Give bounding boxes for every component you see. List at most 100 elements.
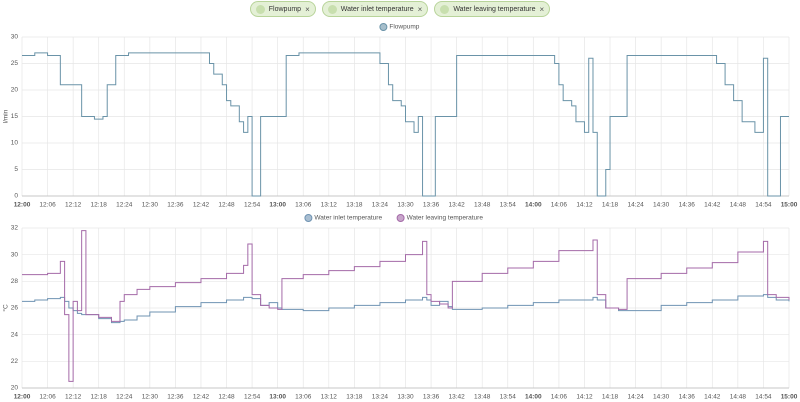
entity-chips: Flowpump × Water inlet temperature × Water… — [0, 1, 800, 17]
x-tick-label: 13:48 — [474, 394, 491, 401]
chip-remove[interactable]: × — [305, 4, 310, 14]
legend-swatch — [379, 23, 388, 31]
x-tick-label: 14:42 — [704, 394, 721, 401]
x-tick-label: 13:30 — [397, 202, 414, 209]
legend-label: Flowpump — [389, 24, 419, 31]
x-tick-label: 13:00 — [269, 202, 286, 209]
x-tick-label: 14:24 — [627, 394, 644, 401]
x-tick-label: 14:00 — [525, 202, 542, 209]
x-tick-label: 12:18 — [91, 394, 108, 401]
chip[interactable]: Water inlet temperature × — [321, 1, 429, 17]
chip-remove[interactable]: × — [539, 4, 545, 14]
y-tick-label: 15 — [11, 113, 19, 120]
y-tick-label: 26 — [11, 305, 19, 312]
x-tick-label: 14:54 — [755, 202, 772, 209]
y-axis-label: °C — [2, 304, 10, 312]
x-tick-label: 13:06 — [295, 202, 312, 209]
legend-swatch — [304, 214, 313, 222]
chip-label: Flowpump — [268, 5, 302, 13]
legend-label: Water leaving temperature — [407, 215, 484, 222]
x-tick-label: 12:48 — [218, 202, 235, 209]
x-tick-label: 14:42 — [704, 202, 721, 209]
x-tick-label: 15:00 — [781, 394, 798, 401]
y-tick-label: 28 — [11, 278, 19, 285]
x-tick-label: 12:12 — [65, 202, 82, 209]
x-tick-label: 14:12 — [576, 202, 593, 209]
x-tick-label: 12:30 — [142, 202, 159, 209]
x-tick-label: 13:18 — [346, 202, 363, 209]
y-axis-label: l/min — [3, 109, 10, 123]
x-tick-label: 12:18 — [91, 202, 108, 209]
y-tick-label: 30 — [11, 251, 19, 258]
x-tick-label: 15:00 — [781, 202, 798, 209]
x-tick-label: 12:30 — [142, 394, 159, 401]
y-tick-label: 20 — [11, 87, 19, 94]
x-tick-label: 13:54 — [500, 202, 517, 209]
x-tick-label: 12:48 — [218, 394, 235, 401]
x-tick-label: 12:12 — [65, 394, 82, 401]
y-tick-label: 25 — [11, 60, 19, 67]
chip[interactable]: Water leaving temperature × — [434, 1, 551, 17]
x-tick-label: 12:36 — [167, 394, 184, 401]
x-tick-label: 12:42 — [193, 202, 210, 209]
x-tick-label: 12:06 — [39, 394, 56, 401]
chip[interactable]: Flowpump × — [249, 1, 316, 17]
x-tick-label: 13:00 — [269, 394, 286, 401]
y-tick-label: 32 — [11, 225, 19, 232]
chip-label: Water inlet temperature — [340, 5, 414, 13]
x-tick-label: 12:54 — [244, 394, 261, 401]
x-tick-label: 12:00 — [14, 394, 31, 401]
x-tick-label: 13:48 — [474, 202, 491, 209]
x-tick-label: 12:36 — [167, 202, 184, 209]
chip-remove[interactable]: × — [417, 4, 423, 14]
x-tick-label: 13:36 — [423, 202, 440, 209]
chip-label: Water leaving temperature — [453, 5, 536, 13]
x-tick-label: 13:36 — [423, 394, 440, 401]
y-tick-label: 5 — [14, 166, 18, 173]
x-tick-label: 13:24 — [372, 394, 389, 401]
x-tick-label: 14:30 — [653, 202, 670, 209]
legend-swatch — [396, 214, 405, 222]
x-tick-label: 13:42 — [448, 202, 465, 209]
x-tick-label: 13:54 — [500, 394, 517, 401]
x-tick-label: 12:00 — [14, 202, 31, 209]
x-tick-label: 13:06 — [295, 394, 312, 401]
x-tick-label: 14:06 — [551, 394, 568, 401]
legend-label: Water inlet temperature — [314, 215, 382, 222]
x-tick-label: 13:12 — [321, 394, 338, 401]
x-tick-label: 14:18 — [602, 394, 619, 401]
x-tick-label: 13:18 — [346, 394, 363, 401]
y-tick-label: 30 — [11, 34, 19, 41]
y-tick-label: 22 — [11, 358, 19, 365]
x-tick-label: 14:48 — [730, 394, 747, 401]
x-tick-label: 14:06 — [551, 202, 568, 209]
x-tick-label: 14:36 — [679, 202, 696, 209]
x-tick-label: 12:42 — [193, 394, 210, 401]
x-tick-label: 13:30 — [397, 394, 414, 401]
chip-icon — [440, 4, 450, 14]
x-tick-label: 12:54 — [244, 202, 261, 209]
x-tick-label: 14:30 — [653, 394, 670, 401]
y-tick-label: 24 — [11, 331, 19, 338]
y-tick-label: 10 — [11, 140, 19, 147]
x-tick-label: 13:42 — [448, 394, 465, 401]
x-tick-label: 14:00 — [525, 394, 542, 401]
x-tick-label: 12:24 — [116, 394, 133, 401]
series-line — [22, 230, 790, 382]
y-tick-label: 20 — [11, 385, 19, 392]
x-tick-label: 14:12 — [576, 394, 593, 401]
y-tick-label: 0 — [14, 193, 18, 200]
chip-icon — [255, 4, 265, 14]
x-tick-label: 14:48 — [730, 202, 747, 209]
x-tick-label: 13:12 — [321, 202, 338, 209]
x-tick-label: 14:18 — [602, 202, 619, 209]
x-tick-label: 13:24 — [372, 202, 389, 209]
x-tick-label: 14:24 — [627, 202, 644, 209]
x-tick-label: 14:54 — [755, 394, 772, 401]
x-tick-label: 12:24 — [116, 202, 133, 209]
series-line — [22, 52, 789, 197]
chip-icon — [327, 4, 337, 14]
x-tick-label: 14:36 — [679, 394, 696, 401]
